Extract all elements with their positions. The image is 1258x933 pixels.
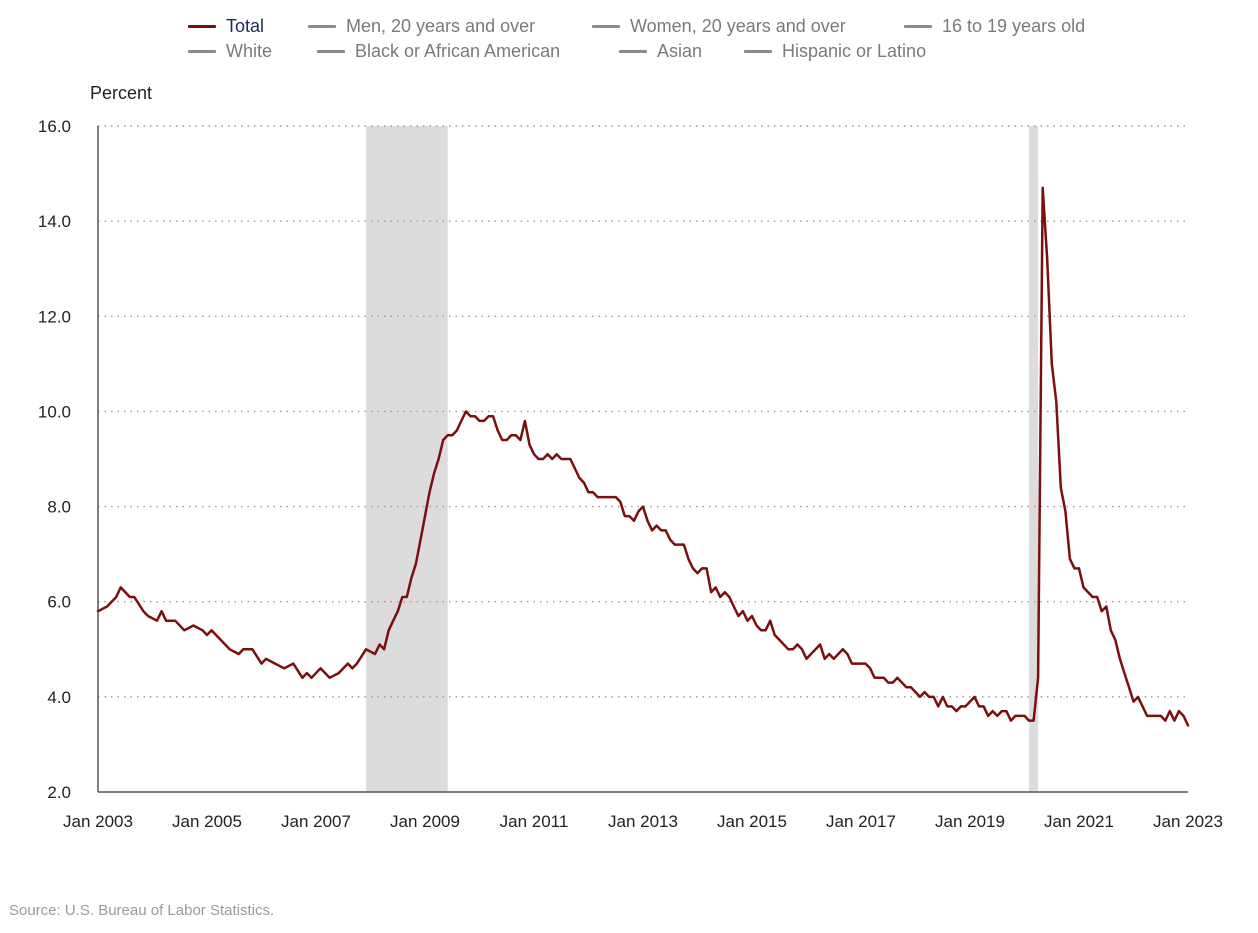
x-tick-label: Jan 2013 bbox=[608, 812, 678, 831]
legend-item-asian[interactable]: Asian bbox=[619, 39, 702, 63]
legend-label: Total bbox=[226, 15, 265, 36]
legend-label: 16 to 19 years old bbox=[942, 15, 1086, 36]
legend-item-black[interactable]: Black or African American bbox=[317, 39, 560, 63]
legend-swatch bbox=[619, 49, 647, 53]
y-tick-label: 2.0 bbox=[47, 783, 71, 802]
recession-band bbox=[365, 126, 448, 792]
y-axis-title: Percent bbox=[90, 83, 152, 103]
x-tick-label: Jan 2003 bbox=[63, 812, 133, 831]
legend-swatch bbox=[592, 24, 620, 28]
x-tick-label: Jan 2005 bbox=[172, 812, 242, 831]
legend-label: Black or African American bbox=[355, 40, 561, 61]
recession-band bbox=[1029, 126, 1039, 792]
legend-swatch bbox=[188, 49, 216, 53]
x-tick-label: Jan 2011 bbox=[500, 812, 569, 831]
legend-item-hispanic[interactable]: Hispanic or Latino bbox=[744, 39, 926, 63]
legend-swatch bbox=[317, 49, 345, 53]
legend-item-white[interactable]: White bbox=[188, 39, 272, 63]
x-tick-label: Jan 2007 bbox=[281, 812, 351, 831]
y-tick-labels: 2.0 4.0 6.0 8.0 10.0 12.0 14.0 16.0 bbox=[38, 117, 71, 802]
series-line-total bbox=[96, 186, 1190, 727]
y-tick-label: 16.0 bbox=[38, 117, 71, 136]
legend-swatch bbox=[744, 49, 772, 53]
legend-swatch bbox=[904, 24, 932, 28]
recession-shading bbox=[365, 126, 1039, 792]
legend-label: Asian bbox=[657, 40, 703, 61]
legend-label: Women, 20 years and over bbox=[630, 15, 846, 36]
legend-item-16-to-19[interactable]: 16 to 19 years old bbox=[904, 14, 1085, 38]
x-tick-label: Jan 2017 bbox=[826, 812, 896, 831]
series-group bbox=[96, 186, 1190, 727]
axes bbox=[97, 126, 1188, 793]
x-tick-label: Jan 2009 bbox=[390, 812, 460, 831]
legend-swatch bbox=[188, 24, 216, 28]
y-tick-label: 6.0 bbox=[47, 593, 71, 612]
y-tick-label: 8.0 bbox=[47, 498, 71, 517]
x-tick-labels: Jan 2003 Jan 2005 Jan 2007 Jan 2009 Jan 2011… bbox=[63, 812, 1223, 831]
grid-lines bbox=[98, 125, 1188, 698]
y-tick-label: 14.0 bbox=[38, 212, 71, 231]
legend-label: Men, 20 years and over bbox=[346, 15, 536, 36]
source-note: Source: U.S. Bureau of Labor Statistics. bbox=[9, 902, 275, 919]
legend-item-total[interactable]: Total bbox=[188, 14, 264, 38]
x-tick-label: Jan 2015 bbox=[717, 812, 787, 831]
y-tick-label: 12.0 bbox=[38, 307, 71, 326]
legend-label: White bbox=[226, 40, 273, 61]
line-chart: 2.04.06.08.010.012.014.016.0 Jan 2003 Jan… bbox=[38, 83, 1223, 831]
y-tick-label: 4.0 bbox=[47, 688, 71, 707]
legend-swatch bbox=[308, 24, 336, 28]
x-tick-label: Jan 2021 bbox=[1044, 812, 1114, 831]
legend-item-women[interactable]: Women, 20 years and over bbox=[592, 14, 846, 38]
chart-legend: Total Men, 20 years and over Women, 20 y… bbox=[0, 0, 1258, 70]
legend-item-men[interactable]: Men, 20 years and over bbox=[308, 14, 535, 38]
x-tick-label: Jan 2023 bbox=[1153, 812, 1223, 831]
legend-label: Hispanic or Latino bbox=[782, 40, 927, 61]
y-tick-label: 10.0 bbox=[38, 402, 71, 421]
x-tick-label: Jan 2019 bbox=[935, 812, 1005, 831]
